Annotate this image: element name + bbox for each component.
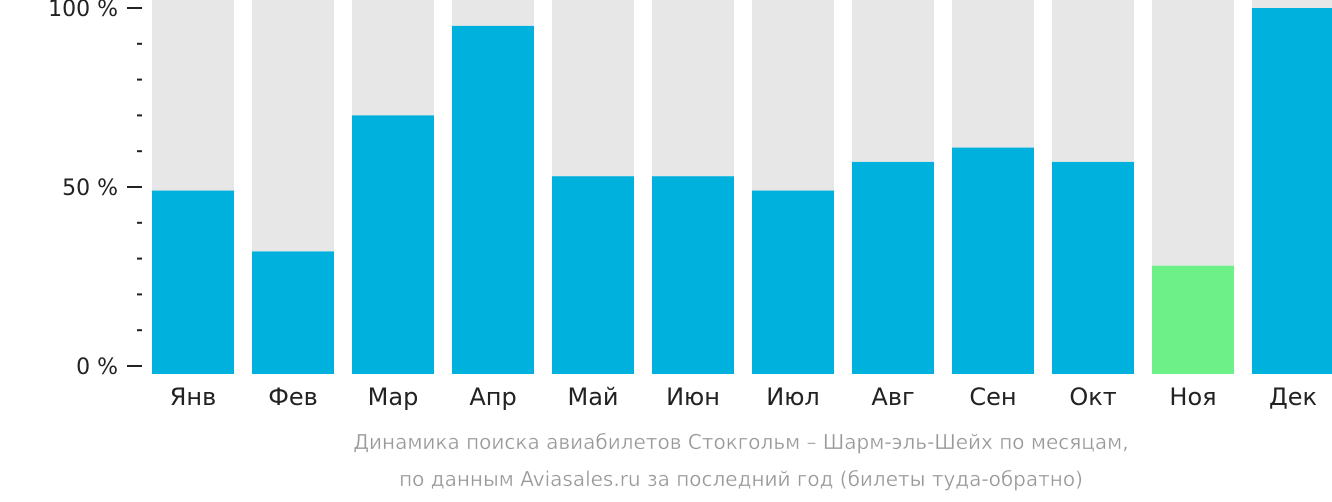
bar-3 <box>352 115 434 375</box>
y-tick-label: 50 % <box>62 176 118 201</box>
bar-12 <box>1252 8 1332 374</box>
x-tick-label: Мар <box>368 383 419 411</box>
y-tick-label: 100 % <box>48 0 118 22</box>
x-tick-label: Авг <box>871 383 914 411</box>
x-axis-labels: Янв Фев Мар Апр Май Июн Июл Авг Сен Окт Ноя Дек <box>170 383 1317 411</box>
x-tick-label: Ноя <box>1169 383 1216 411</box>
bar-6 <box>652 176 734 374</box>
bar-1 <box>152 190 234 374</box>
x-tick-label: Сен <box>969 383 1016 411</box>
x-tick-label: Июн <box>666 383 720 411</box>
y-axis: 0 % 50 % 100 % <box>48 0 142 380</box>
y-tick-label: 0 % <box>76 355 118 380</box>
bar-9 <box>952 147 1034 374</box>
x-tick-label: Окт <box>1069 383 1116 411</box>
x-tick-label: Дек <box>1269 383 1317 411</box>
bar-5 <box>552 176 634 374</box>
bar-11 <box>1152 265 1234 374</box>
bar-7 <box>752 190 834 374</box>
bar-4 <box>452 25 534 375</box>
x-tick-label: Май <box>567 383 618 411</box>
bar-8 <box>852 161 934 374</box>
x-tick-label: Янв <box>170 383 217 411</box>
chart-caption-line-2: по данным Aviasales.ru за последний год … <box>399 467 1083 491</box>
x-tick-label: Июл <box>766 383 820 411</box>
chart-caption-line-1: Динамика поиска авиабилетов Стокгольм – … <box>353 430 1129 454</box>
bars <box>152 8 1332 375</box>
bar-2 <box>252 251 334 374</box>
x-tick-label: Апр <box>469 383 516 411</box>
x-tick-label: Фев <box>268 383 318 411</box>
bar-10 <box>1052 161 1134 374</box>
